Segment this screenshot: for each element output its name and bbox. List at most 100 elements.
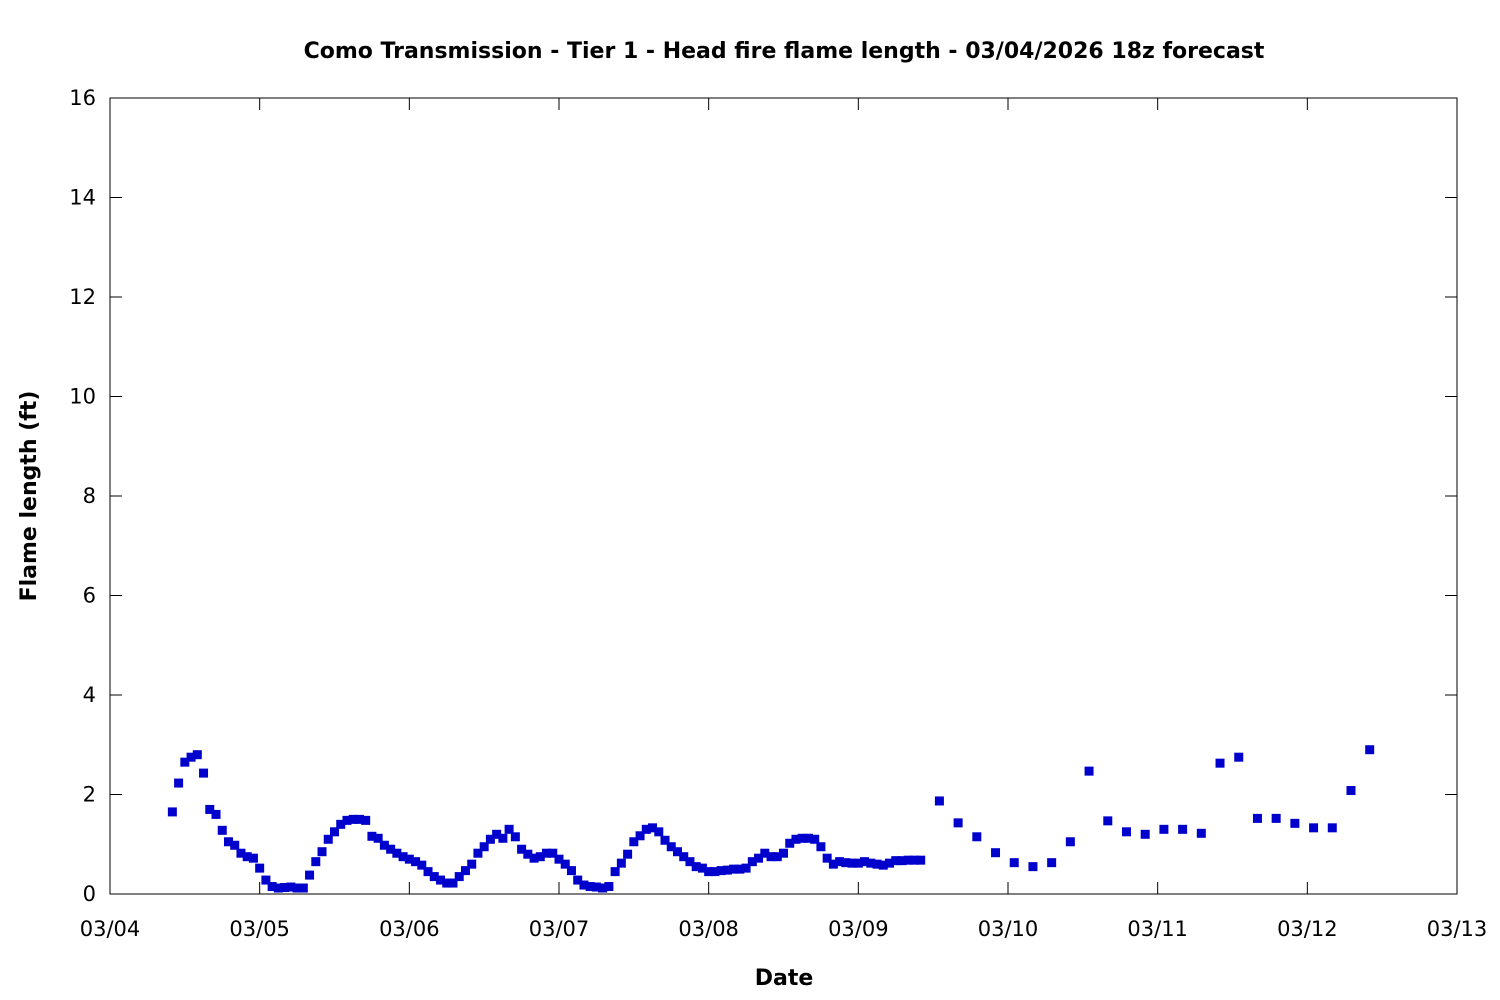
y-tick-label: 6 (83, 584, 96, 608)
data-point (579, 880, 589, 890)
data-point (878, 860, 888, 870)
data-point (392, 848, 402, 858)
data-point (223, 837, 233, 847)
data-point (217, 825, 227, 835)
data-point (417, 860, 427, 870)
data-point (336, 819, 346, 829)
data-point (492, 829, 502, 839)
data-point (261, 875, 271, 885)
data-point (585, 882, 595, 892)
data-point (616, 858, 626, 868)
data-point (566, 866, 576, 876)
y-axis: 0 2 4 6 8 10 12 14 16 (69, 86, 1457, 906)
data-point (542, 848, 552, 858)
data-point (1290, 818, 1300, 828)
data-point (174, 778, 184, 788)
data-point (298, 883, 308, 893)
data-point (835, 857, 845, 867)
data-point (660, 835, 670, 845)
data-point (934, 796, 944, 806)
data-point (909, 855, 919, 865)
data-point (255, 863, 265, 873)
data-point (1196, 828, 1206, 838)
data-points (167, 745, 1375, 893)
data-point (1028, 862, 1038, 872)
data-point (348, 814, 358, 824)
data-point (517, 844, 527, 854)
data-point (747, 857, 757, 867)
chart-title: Como Transmission - Tier 1 - Head fire f… (304, 39, 1265, 64)
y-tick-label: 2 (83, 783, 96, 807)
y-tick-label: 0 (83, 882, 96, 906)
data-point (816, 842, 826, 852)
data-point (716, 866, 726, 876)
data-point (167, 807, 177, 817)
data-point (623, 849, 633, 859)
data-point (398, 852, 408, 862)
data-point (991, 848, 1001, 858)
data-point (891, 856, 901, 866)
data-point (311, 857, 321, 867)
data-point (411, 857, 421, 867)
data-point (1159, 824, 1169, 834)
plot-area-border (109, 97, 1458, 895)
data-point (1121, 827, 1131, 837)
data-point (897, 856, 907, 866)
data-point (523, 849, 533, 859)
data-point (1140, 829, 1150, 839)
data-point (442, 878, 452, 888)
data-point (685, 857, 695, 867)
data-point (267, 882, 277, 892)
data-point (186, 752, 196, 762)
data-point (635, 831, 645, 841)
x-axis: 03/04 03/05 03/06 03/07 03/08 03/09 03/10 03/11… (80, 98, 1488, 941)
x-tick-label: 03/05 (229, 917, 290, 941)
x-tick-label: 03/13 (1427, 917, 1488, 941)
data-point (872, 859, 882, 869)
data-point (554, 854, 564, 864)
data-point (423, 867, 433, 877)
x-tick-label: 03/07 (529, 917, 590, 941)
data-point (529, 853, 539, 863)
data-point (1234, 752, 1244, 762)
data-point (666, 842, 676, 852)
data-point (236, 848, 246, 858)
data-point (1346, 786, 1356, 796)
data-point (361, 815, 371, 825)
x-tick-label: 03/04 (80, 917, 141, 941)
data-point (885, 858, 895, 868)
data-point (772, 852, 782, 862)
data-point (473, 848, 483, 858)
data-point (510, 832, 520, 842)
data-point (230, 840, 240, 850)
data-point (779, 848, 788, 858)
data-point (242, 852, 252, 862)
data-point (180, 757, 190, 767)
data-point (498, 833, 508, 843)
data-point (1271, 813, 1281, 823)
data-point (598, 883, 608, 893)
data-point (648, 823, 658, 833)
data-point (710, 867, 720, 877)
y-tick-label: 16 (69, 86, 96, 110)
data-point (305, 870, 315, 880)
data-point (803, 833, 813, 843)
data-point (704, 867, 714, 877)
data-point (828, 859, 838, 869)
data-point (697, 863, 707, 873)
y-tick-label: 10 (69, 385, 96, 409)
data-point (373, 833, 383, 843)
data-point (248, 853, 258, 863)
data-point (199, 768, 209, 778)
data-point (436, 875, 446, 885)
data-point (785, 838, 795, 848)
data-point (604, 882, 614, 892)
data-point (903, 855, 913, 865)
data-point (448, 878, 458, 888)
data-point (211, 809, 221, 819)
data-point (735, 864, 745, 874)
data-point (286, 882, 296, 892)
x-tick-label: 03/09 (828, 917, 889, 941)
data-point (791, 834, 801, 844)
